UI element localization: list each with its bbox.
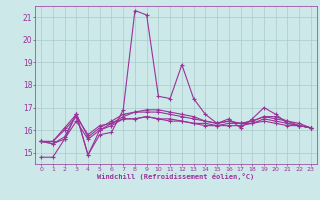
X-axis label: Windchill (Refroidissement éolien,°C): Windchill (Refroidissement éolien,°C) [97, 173, 255, 180]
